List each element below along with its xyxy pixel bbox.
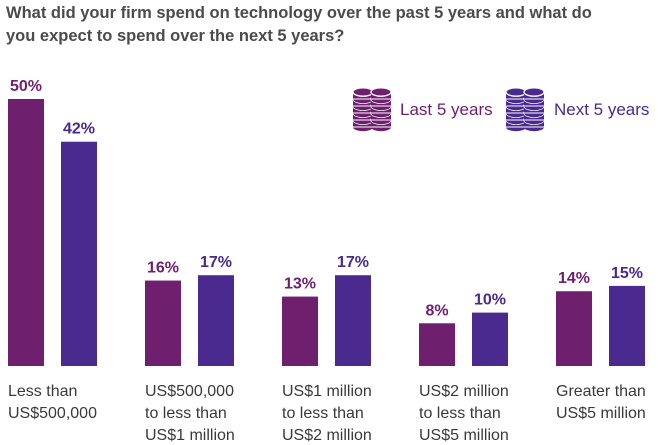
bar-next-5-years-5 (609, 285, 645, 366)
bar-last-5-years-1 (8, 99, 44, 366)
bar-last-5-years-4 (419, 323, 455, 366)
category-label-line: US$5 million (419, 427, 509, 444)
category-label-line: US$5 million (556, 405, 646, 422)
data-label: 10% (474, 292, 506, 309)
data-label: 16% (147, 260, 179, 277)
bar-last-5-years-2 (145, 280, 181, 366)
legend-item-last-5-years: Last 5 years (352, 87, 493, 132)
chart-title-line-1: What did your firm spend on technology o… (6, 4, 592, 22)
coin-stack-icon (505, 87, 545, 132)
coin-top (352, 87, 374, 97)
category-label-5: Greater than US$5 million (556, 383, 646, 422)
bar-next-5-years-4 (472, 312, 508, 366)
bar-group-4: 8% 10% US$2 million to less than US$5 millio… (419, 292, 509, 444)
bar-next-5-years-2 (198, 275, 234, 366)
legend-label: Last 5 years (400, 100, 493, 119)
bar-last-5-years-5 (556, 291, 592, 366)
category-label-line: US$500,000 (8, 405, 97, 422)
coin-top (370, 87, 392, 97)
data-label: 42% (63, 121, 95, 138)
bar-next-5-years-1 (61, 141, 97, 366)
bar-group-3: 13% 17% US$1 million to less than US$2 milli… (282, 254, 372, 444)
category-label-line: US$2 million (282, 427, 372, 444)
category-label-line: US$500,000 (145, 383, 234, 400)
data-label: 17% (337, 254, 369, 271)
chart-title: What did your firm spend on technology o… (6, 2, 646, 48)
category-label-line: to less than (282, 405, 364, 422)
category-label-line: US$1 million (282, 383, 372, 400)
category-label-3: US$1 million to less than US$2 million (282, 383, 372, 444)
category-label-1: Less than US$500,000 (8, 383, 97, 422)
category-label-line: US$1 million (145, 427, 235, 444)
data-label: 15% (611, 265, 643, 282)
bar-last-5-years-3 (282, 296, 318, 366)
category-label-line: US$2 million (419, 383, 509, 400)
coin-top (523, 87, 545, 97)
legend-item-next-5-years: Next 5 years (505, 87, 649, 132)
category-label-2: US$500,000 to less than US$1 million (145, 383, 235, 444)
chart-title-line-2: you expect to spend over the next 5 year… (6, 27, 345, 45)
data-label: 8% (425, 302, 448, 319)
category-label-line: Less than (8, 383, 77, 400)
legend: Last 5 years Next 5 years (352, 87, 649, 132)
coin-top (505, 87, 527, 97)
bar-next-5-years-3 (335, 275, 371, 366)
category-label-4: US$2 million to less than US$5 million (419, 383, 509, 444)
coin-stack-icon (352, 87, 392, 132)
category-label-line: to less than (419, 405, 501, 422)
data-label: 14% (558, 270, 590, 287)
data-label: 17% (200, 254, 232, 271)
data-label: 50% (10, 78, 42, 95)
bar-group-1: 50% 42% Less than US$500,000 (8, 78, 97, 422)
legend-label: Next 5 years (554, 100, 649, 119)
category-label-line: to less than (145, 405, 227, 422)
data-label: 13% (284, 276, 316, 293)
bar-group-2: 16% 17% US$500,000 to less than US$1 million (145, 254, 235, 444)
bar-group-5: 14% 15% Greater than US$5 million (556, 265, 646, 422)
category-label-line: Greater than (556, 383, 646, 400)
